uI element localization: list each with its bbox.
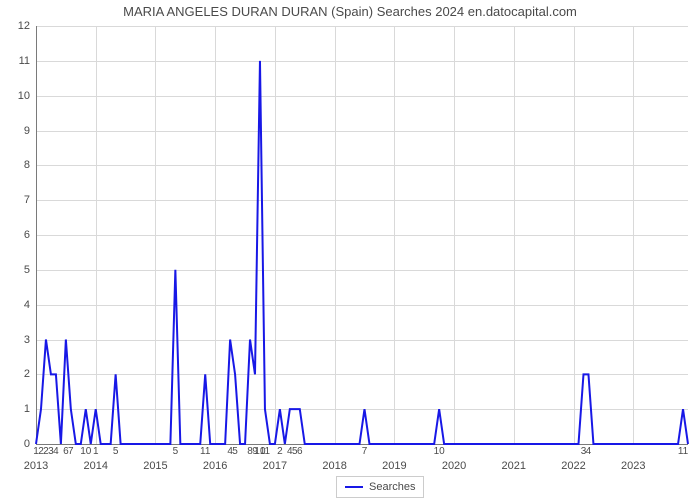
legend-swatch	[345, 486, 363, 488]
xtick-minor-label: 4	[586, 444, 592, 457]
plot-area: 0123456789101112201320142015201620172018…	[36, 26, 688, 444]
ytick-label: 7	[24, 194, 36, 206]
xtick-major-label: 2021	[502, 444, 526, 472]
xtick-major-label: 2020	[442, 444, 466, 472]
ytick-label: 4	[24, 299, 36, 311]
xtick-minor-label: 7	[362, 444, 368, 457]
xtick-major-label: 2019	[382, 444, 406, 472]
xtick-minor-label: 4	[53, 444, 59, 457]
ytick-label: 2	[24, 368, 36, 380]
xtick-minor-label: 7	[68, 444, 74, 457]
xtick-major-label: 2023	[621, 444, 645, 472]
xtick-minor-label: 10	[434, 444, 445, 457]
series-line	[36, 26, 688, 444]
xtick-minor-label: 5	[173, 444, 179, 457]
xtick-minor-label: 1	[93, 444, 99, 457]
xtick-minor-label: 2	[277, 444, 283, 457]
legend: Searches	[336, 476, 424, 498]
legend-label: Searches	[369, 481, 415, 493]
ytick-label: 1	[24, 403, 36, 415]
xtick-minor-label: 11	[200, 444, 210, 457]
xtick-minor-label: 5	[232, 444, 238, 457]
ytick-label: 9	[24, 125, 36, 137]
ytick-label: 8	[24, 159, 36, 171]
ytick-label: 11	[19, 55, 36, 67]
xtick-major-label: 2015	[143, 444, 167, 472]
ytick-label: 10	[18, 90, 36, 102]
xtick-major-label: 2018	[322, 444, 346, 472]
xtick-minor-label: 11	[678, 444, 688, 457]
ytick-label: 6	[24, 229, 36, 241]
xtick-minor-label: 11	[260, 444, 270, 457]
xtick-minor-label: 6	[297, 444, 303, 457]
xtick-minor-label: 5	[113, 444, 119, 457]
chart-title: MARIA ANGELES DURAN DURAN (Spain) Search…	[0, 4, 700, 19]
ytick-label: 3	[24, 334, 36, 346]
ytick-label: 5	[24, 264, 36, 276]
ytick-label: 12	[18, 20, 36, 32]
xtick-minor-label: 10	[80, 444, 91, 457]
